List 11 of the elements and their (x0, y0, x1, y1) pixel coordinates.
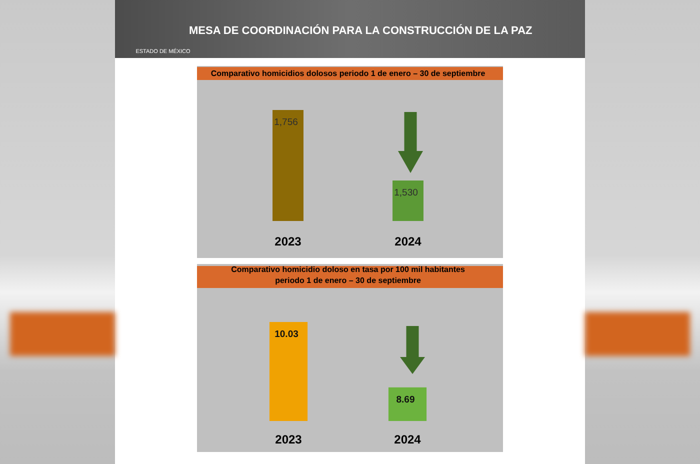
data-label: 10.03 (274, 329, 298, 340)
x-tick-label: 2023 (275, 432, 302, 446)
x-tick-label: 2024 (394, 432, 422, 446)
data-label: 1,756 (274, 117, 298, 128)
chart-title: Comparativo homicidio doloso en tasa por 100 mil habitantes periodo 1 de enero – 30 de septiembre (231, 265, 466, 285)
x-tick-label: 2024 (394, 234, 422, 248)
data-label: 1,530 (394, 187, 418, 198)
x-tick-label: 2023 (274, 234, 302, 248)
text: MESA DE COORDINACIÓN PARA LA CONSTRUCCIÓN DE LA PAZ (189, 24, 533, 37)
chart-title: Comparativo homicidios dolosos periodo 1 de enero – 30 de septiembre (210, 69, 486, 78)
data-label: 8.69 (396, 394, 415, 406)
